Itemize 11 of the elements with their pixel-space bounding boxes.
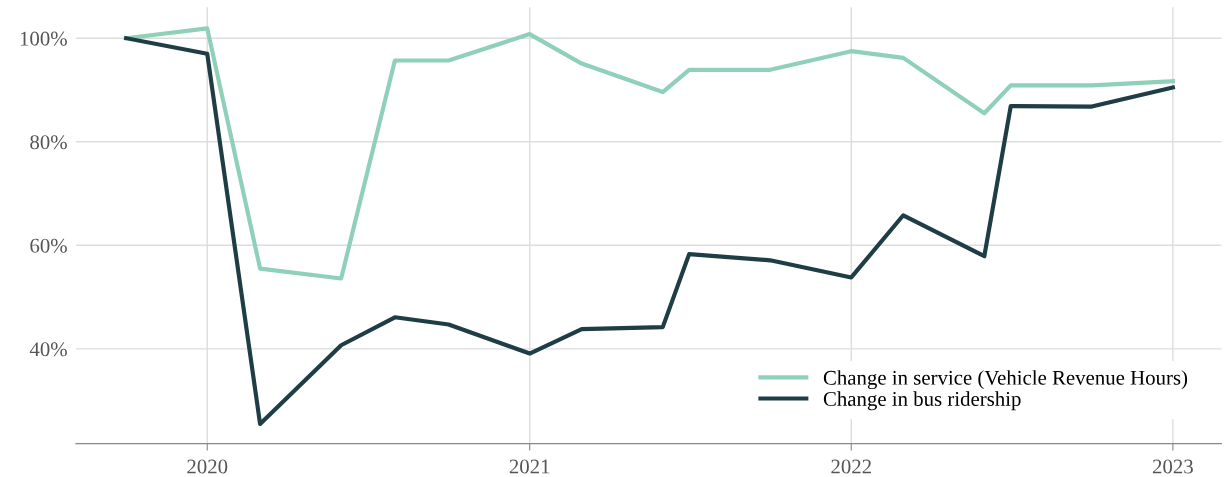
x-tick-label: 2021 — [509, 459, 550, 474]
x-tick-label: 2022 — [831, 459, 871, 474]
x-tick-label: 2023 — [1152, 459, 1193, 474]
y-tick-label: 80% — [30, 135, 67, 150]
y-tick-label: 40% — [29, 342, 67, 357]
legend-label: Change in bus ridership — [823, 391, 1021, 411]
x-tick-label: 2020 — [187, 459, 228, 474]
line-series — [124, 26, 1175, 281]
y-tick-label: 60% — [30, 238, 67, 253]
legend-label: Change in service (Vehicle Revenue Hours) — [823, 370, 1188, 390]
y-tick-label: 100% — [20, 31, 67, 46]
